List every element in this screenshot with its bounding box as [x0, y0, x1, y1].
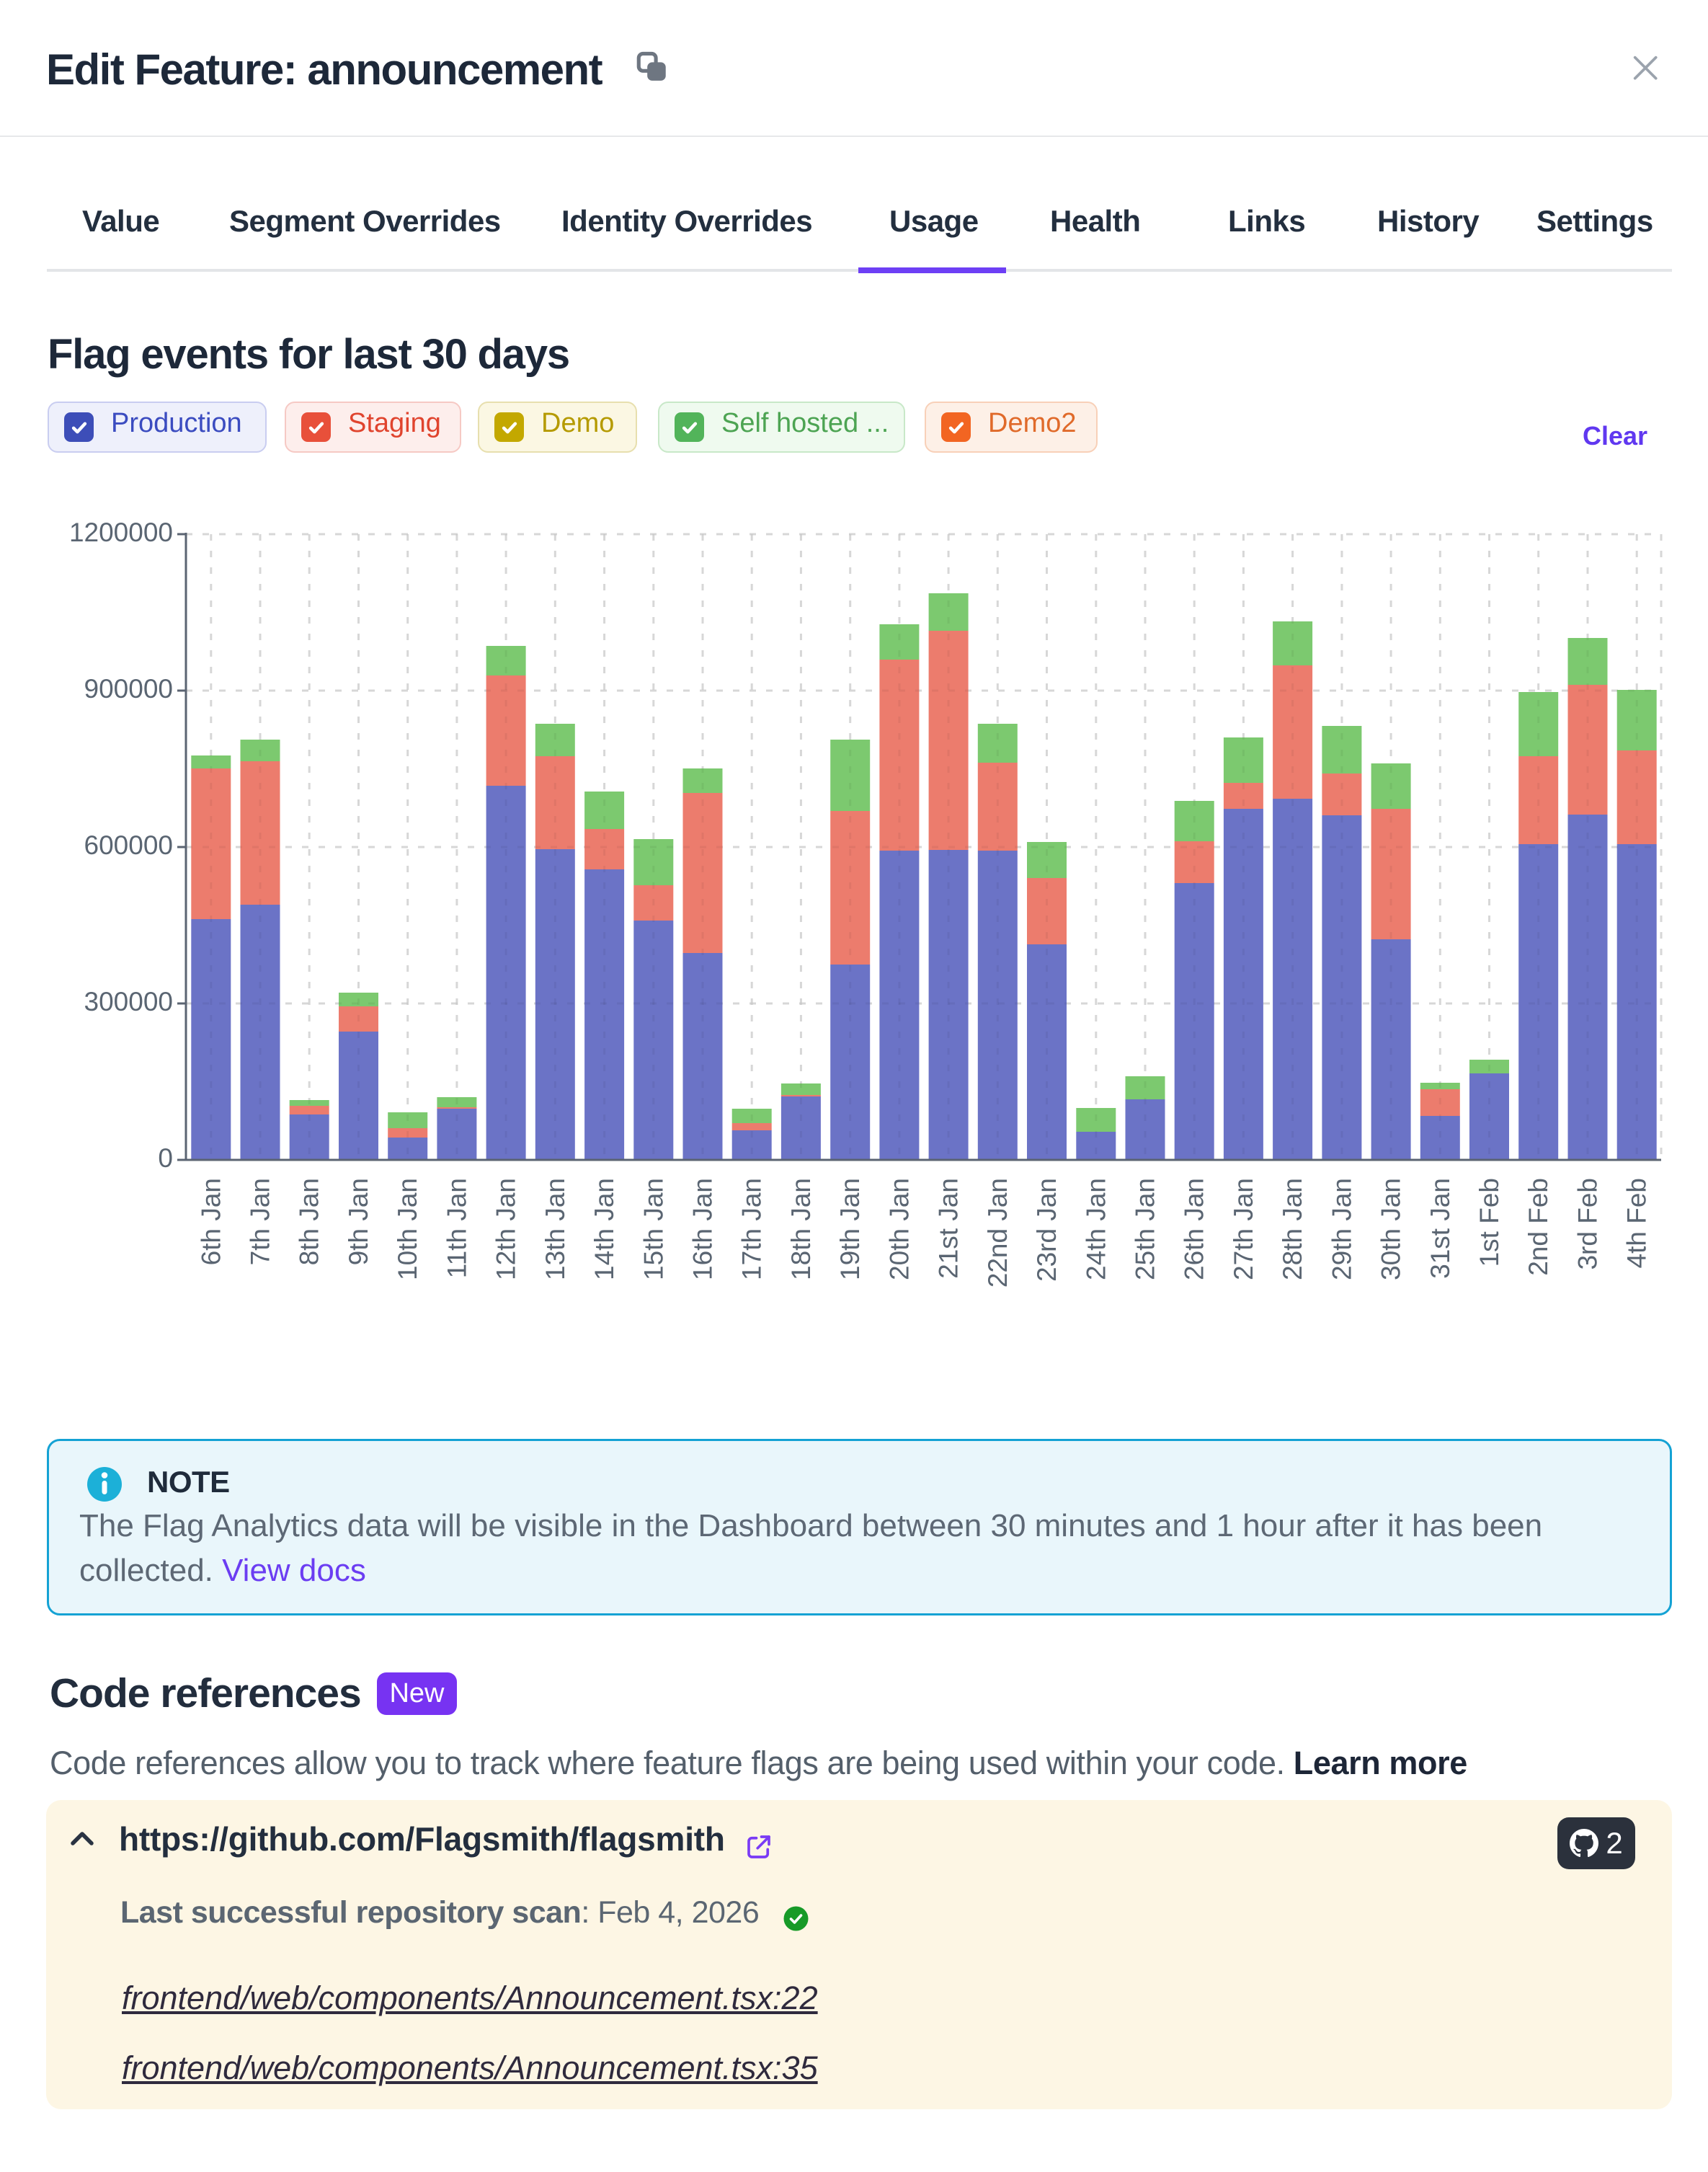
svg-text:29th Jan: 29th Jan	[1327, 1178, 1356, 1280]
svg-text:6th Jan: 6th Jan	[196, 1178, 226, 1265]
svg-text:7th Jan: 7th Jan	[246, 1178, 275, 1265]
svg-text:3rd Feb: 3rd Feb	[1573, 1178, 1603, 1270]
svg-text:20th Jan: 20th Jan	[884, 1178, 914, 1280]
svg-text:27th Jan: 27th Jan	[1229, 1178, 1258, 1280]
svg-text:21st Jan: 21st Jan	[934, 1178, 964, 1279]
svg-text:17th Jan: 17th Jan	[737, 1178, 767, 1280]
svg-text:12th Jan: 12th Jan	[492, 1178, 521, 1280]
svg-text:0: 0	[158, 1143, 173, 1173]
svg-text:900000: 900000	[84, 674, 173, 704]
svg-text:1st Feb: 1st Feb	[1475, 1178, 1504, 1267]
svg-text:18th Jan: 18th Jan	[786, 1178, 816, 1280]
svg-text:31st Jan: 31st Jan	[1425, 1178, 1455, 1279]
svg-text:10th Jan: 10th Jan	[393, 1178, 422, 1280]
svg-text:1200000: 1200000	[69, 518, 173, 547]
svg-text:28th Jan: 28th Jan	[1278, 1178, 1307, 1280]
svg-text:24th Jan: 24th Jan	[1081, 1178, 1111, 1280]
svg-text:16th Jan: 16th Jan	[688, 1178, 718, 1280]
svg-text:19th Jan: 19th Jan	[835, 1178, 865, 1280]
svg-text:22nd Jan: 22nd Jan	[983, 1178, 1013, 1287]
svg-text:300000: 300000	[84, 987, 173, 1016]
svg-text:11th Jan: 11th Jan	[442, 1178, 471, 1278]
svg-text:15th Jan: 15th Jan	[639, 1178, 668, 1280]
svg-text:4th Feb: 4th Feb	[1622, 1178, 1652, 1268]
svg-text:9th Jan: 9th Jan	[344, 1178, 373, 1265]
svg-text:14th Jan: 14th Jan	[590, 1178, 619, 1280]
svg-text:2nd Feb: 2nd Feb	[1524, 1178, 1553, 1276]
svg-text:26th Jan: 26th Jan	[1180, 1178, 1209, 1280]
svg-text:600000: 600000	[84, 830, 173, 860]
svg-text:23rd Jan: 23rd Jan	[1032, 1178, 1062, 1282]
svg-text:25th Jan: 25th Jan	[1131, 1178, 1160, 1280]
svg-text:30th Jan: 30th Jan	[1376, 1178, 1406, 1280]
svg-text:13th Jan: 13th Jan	[541, 1178, 570, 1280]
svg-text:8th Jan: 8th Jan	[295, 1178, 324, 1265]
